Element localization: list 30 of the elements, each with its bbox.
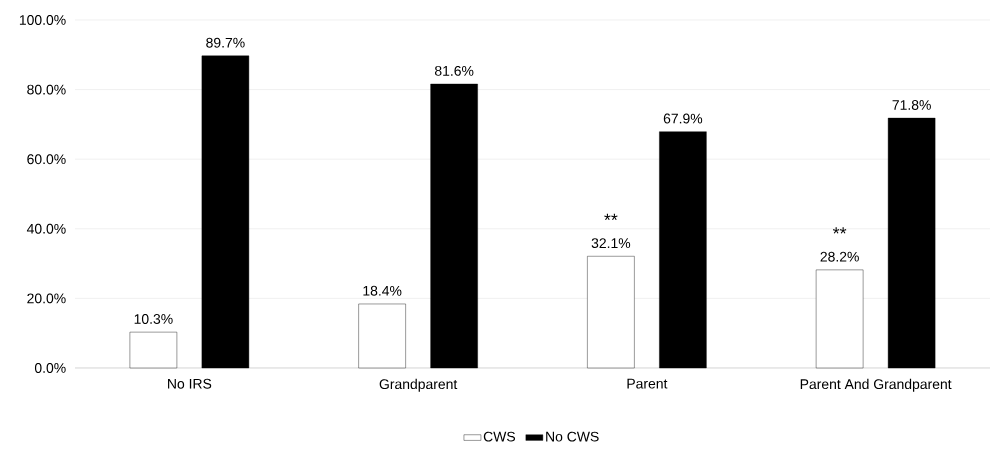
y-tick-label: 60.0% xyxy=(27,154,66,165)
data-label: 71.8% xyxy=(892,100,931,110)
y-tick-label: 40.0% xyxy=(26,223,66,234)
x-tick-label: Parent And Grandparent xyxy=(800,378,952,392)
x-tick-label: Grandparent xyxy=(379,378,458,392)
legend-label: CWS xyxy=(483,431,516,442)
y-tick-label: 80.0% xyxy=(27,84,66,95)
x-tick-label: No IRS xyxy=(168,378,212,389)
bar xyxy=(358,303,406,369)
data-label: 81.6% xyxy=(434,65,474,76)
legend-label: No CWS xyxy=(546,431,599,442)
data-label: 10.3% xyxy=(134,314,173,324)
y-tick-label: 100.0% xyxy=(19,15,66,25)
data-label: 28.2% xyxy=(820,251,859,262)
bar xyxy=(887,117,936,369)
y-tick-label: 0.0% xyxy=(34,363,66,373)
data-label: 32.1% xyxy=(591,238,631,249)
bar xyxy=(659,131,707,369)
bar xyxy=(815,269,864,369)
bar xyxy=(201,55,250,369)
bar xyxy=(587,256,635,369)
y-tick-label: 20.0% xyxy=(27,293,66,304)
data-label: 67.9% xyxy=(663,113,703,124)
bar xyxy=(430,83,478,369)
bar xyxy=(129,331,178,369)
data-label: 89.7% xyxy=(206,37,245,48)
annotation: ** xyxy=(604,213,618,221)
x-tick-label: Parent xyxy=(627,378,668,389)
data-label: 18.4% xyxy=(363,285,402,296)
annotation: ** xyxy=(832,227,847,234)
